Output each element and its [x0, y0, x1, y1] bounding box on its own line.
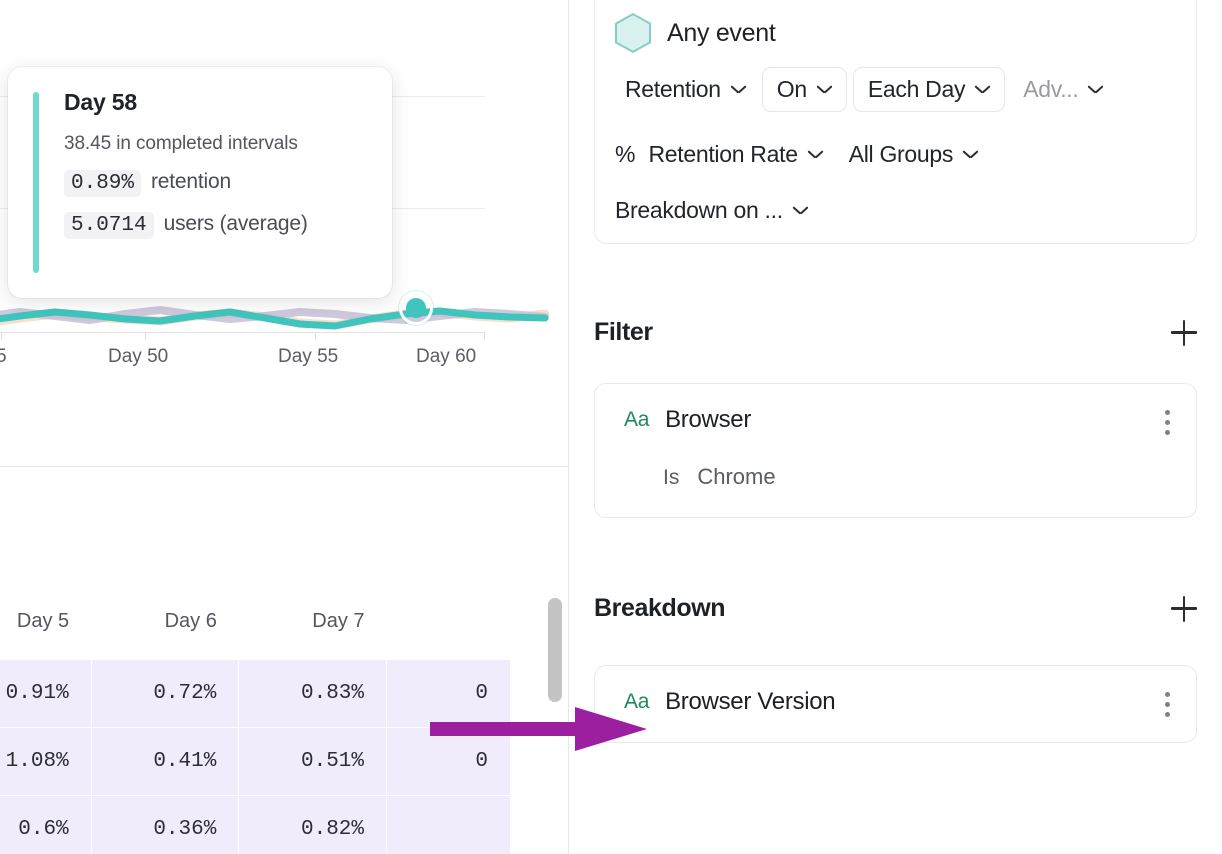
- event-config-card: Any event Retention On Each Day Adv...: [594, 0, 1197, 244]
- panel-vertical-divider: [568, 0, 569, 854]
- kebab-menu-icon[interactable]: [1165, 692, 1170, 722]
- table-col-header[interactable]: Day 5: [0, 610, 92, 660]
- interval-label: Each Day: [867, 76, 966, 102]
- kebab-menu-icon[interactable]: [1165, 410, 1170, 440]
- table-cell: 0.51%: [238, 727, 388, 796]
- chevron-down-icon: [731, 85, 746, 94]
- on-label: On: [776, 76, 807, 102]
- table-header-row: Day 5 Day 6 Day 7: [0, 610, 511, 660]
- chevron-down-icon: [963, 150, 978, 159]
- filter-property-row: Aa Browser: [624, 406, 751, 434]
- chevron-down-icon: [793, 206, 808, 215]
- interval-dropdown[interactable]: Each Day: [852, 67, 1006, 112]
- table-cell: 0.82%: [238, 795, 388, 854]
- text-type-aa-icon: Aa: [624, 690, 650, 713]
- breakdown-property-name[interactable]: Browser Version: [665, 688, 836, 715]
- table-cell: 0.6%: [0, 795, 92, 854]
- metric-dropdown[interactable]: Retention Rate: [648, 133, 832, 176]
- table-cell: 0.91%: [0, 659, 92, 728]
- metric-label: Retention Rate: [648, 141, 798, 167]
- groups-dropdown[interactable]: All Groups: [839, 133, 988, 176]
- tooltip-retention-label: retention: [151, 170, 231, 193]
- filter-section-header: Filter: [594, 318, 1197, 347]
- hexagon-icon: [615, 13, 651, 53]
- on-dropdown[interactable]: On: [761, 67, 847, 112]
- chart-tick: [315, 332, 316, 340]
- retention-table-wrapper[interactable]: Day 5 Day 6 Day 7 0.91% 0.72% 0.83% 0 1.…: [0, 467, 568, 854]
- right-config-pane: Any event Retention On Each Day Adv...: [569, 0, 1222, 854]
- event-title: Any event: [667, 18, 776, 47]
- percent-icon: %: [615, 141, 636, 167]
- metric-row: % Retention Rate All Groups: [615, 133, 988, 176]
- chevron-down-icon: [1088, 85, 1103, 94]
- table-cell: [386, 795, 511, 854]
- chart-hover-ring: [399, 291, 433, 325]
- chart-series-lines: [0, 306, 550, 330]
- retention-chart[interactable]: 5 Day 50 Day 55 Day 60 Day 58 38.45 in c…: [0, 0, 568, 466]
- tooltip-retention-value: 0.89%: [64, 170, 142, 197]
- event-controls-row: Retention On Each Day Adv...: [615, 67, 1113, 112]
- chart-tick: [484, 332, 485, 340]
- tooltip-title: Day 58: [64, 89, 137, 115]
- table-cell: 0: [386, 727, 511, 796]
- tooltip-users-row: 5.0714 users (average): [64, 212, 370, 239]
- chart-hover-point[interactable]: [406, 298, 426, 318]
- panel-horizontal-divider: [0, 466, 568, 467]
- table-col-header[interactable]: [386, 610, 511, 660]
- chart-axis-line: [0, 332, 485, 333]
- filter-item-card[interactable]: Aa Browser Is Chrome: [594, 383, 1197, 518]
- tooltip-retention-row: 0.89% retention: [64, 170, 370, 197]
- left-pane: 5 Day 50 Day 55 Day 60 Day 58 38.45 in c…: [0, 0, 568, 854]
- chart-tick: [1, 332, 2, 340]
- table-cell: 0: [386, 659, 511, 728]
- chart-tooltip: Day 58 38.45 in completed intervals 0.89…: [8, 67, 392, 298]
- table-cell: 0.72%: [90, 659, 240, 728]
- add-breakdown-plus-icon[interactable]: [1171, 595, 1197, 622]
- chevron-down-icon: [975, 85, 990, 94]
- breakdown-section-header: Breakdown: [594, 594, 1197, 623]
- filter-property-name[interactable]: Browser: [665, 406, 752, 433]
- tooltip-accent-bar: [33, 92, 39, 273]
- breakdown-on-row: Breakdown on ...: [615, 189, 818, 232]
- table-row: 1.08% 0.41% 0.51% 0: [0, 727, 511, 796]
- table-row: 0.6% 0.36% 0.82%: [0, 795, 511, 854]
- table-cell: 0.83%: [238, 659, 388, 728]
- chevron-down-icon: [808, 150, 823, 159]
- chart-tick: [145, 332, 146, 340]
- breakdown-on-dropdown[interactable]: Breakdown on ...: [615, 189, 818, 232]
- retention-type-label: Retention: [625, 76, 721, 102]
- table-cell: 0.41%: [90, 727, 240, 796]
- table-col-header[interactable]: Day 6: [91, 610, 239, 660]
- advanced-dropdown[interactable]: Adv...: [1013, 68, 1113, 111]
- filter-condition-row[interactable]: Is Chrome: [663, 464, 776, 490]
- filter-title: Filter: [594, 318, 653, 346]
- tooltip-users-value: 5.0714: [64, 212, 154, 239]
- retention-type-dropdown[interactable]: Retention: [615, 68, 756, 111]
- table-row: 0.91% 0.72% 0.83% 0: [0, 659, 511, 728]
- chart-xlabel-2: Day 55: [278, 346, 339, 367]
- tooltip-users-label: users (average): [163, 212, 308, 235]
- chart-xlabel-1: Day 50: [108, 346, 169, 367]
- event-header[interactable]: Any event: [615, 13, 776, 53]
- chart-xlabel-3: Day 60: [416, 346, 477, 367]
- breakdown-property-row: Aa Browser Version: [624, 688, 836, 716]
- table-cell: 0.36%: [90, 795, 240, 854]
- breakdown-item-card[interactable]: Aa Browser Version: [594, 665, 1197, 743]
- vertical-scrollbar-thumb[interactable]: [548, 598, 562, 702]
- retention-table: Day 5 Day 6 Day 7 0.91% 0.72% 0.83% 0 1.…: [0, 610, 511, 854]
- filter-operator: Is: [663, 466, 680, 489]
- table-col-header[interactable]: Day 7: [238, 610, 387, 660]
- filter-value[interactable]: Chrome: [697, 464, 776, 489]
- advanced-label: Adv...: [1023, 76, 1079, 102]
- text-type-aa-icon: Aa: [624, 408, 650, 431]
- chart-xlabel-0: 5: [0, 346, 7, 367]
- tooltip-subtitle: 38.45 in completed intervals: [64, 133, 298, 154]
- breakdown-on-label: Breakdown on ...: [615, 197, 783, 223]
- breakdown-title: Breakdown: [594, 594, 726, 622]
- table-cell: 1.08%: [0, 727, 92, 796]
- chevron-down-icon: [817, 85, 832, 94]
- groups-label: All Groups: [848, 141, 954, 167]
- add-filter-plus-icon[interactable]: [1171, 319, 1197, 346]
